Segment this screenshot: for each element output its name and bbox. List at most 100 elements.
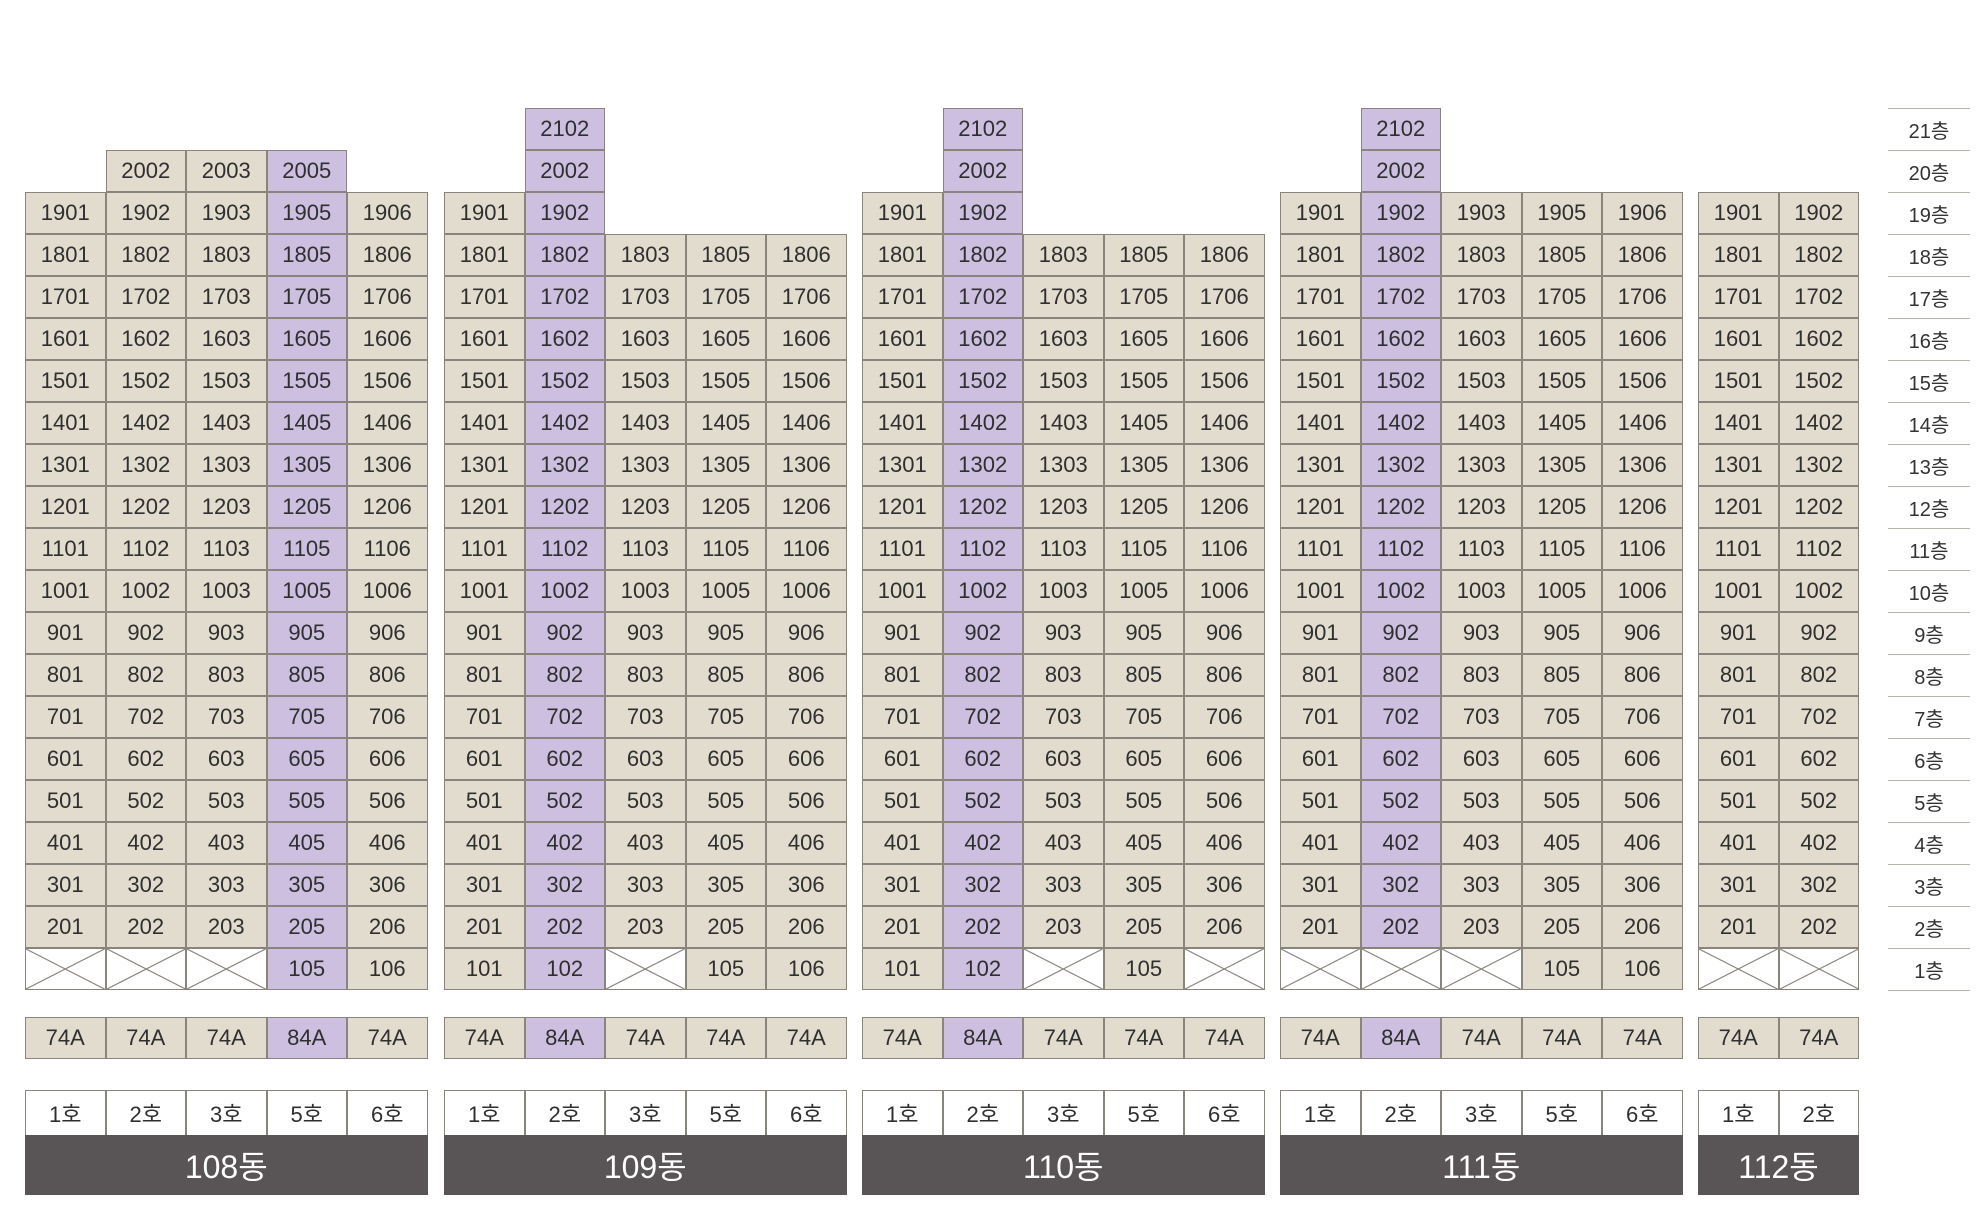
unit-cell[interactable]: 901 bbox=[25, 612, 106, 654]
unit-cell[interactable]: 1803 bbox=[1441, 234, 1522, 276]
unit-cell[interactable]: 906 bbox=[766, 612, 847, 654]
unit-cell[interactable]: 1506 bbox=[1184, 360, 1265, 402]
unit-cell[interactable]: 706 bbox=[347, 696, 428, 738]
unit-cell[interactable]: 405 bbox=[1521, 822, 1602, 864]
unit-cell[interactable]: 1003 bbox=[1441, 570, 1522, 612]
unit-cell[interactable]: 1606 bbox=[766, 318, 847, 360]
unit-cell[interactable]: 1803 bbox=[186, 234, 267, 276]
unit-cell[interactable]: 1006 bbox=[1602, 570, 1683, 612]
unit-cell[interactable]: 705 bbox=[1521, 696, 1602, 738]
unit-cell[interactable]: 603 bbox=[605, 738, 686, 780]
unit-cell[interactable]: 1902 bbox=[1360, 192, 1441, 234]
unit-cell[interactable]: 1905 bbox=[1521, 192, 1602, 234]
unit-cell[interactable]: 1002 bbox=[942, 570, 1023, 612]
unit-cell[interactable]: 406 bbox=[1184, 822, 1265, 864]
unit-cell[interactable]: 1701 bbox=[1698, 276, 1779, 318]
unit-cell[interactable]: 303 bbox=[1441, 864, 1522, 906]
unit-cell[interactable]: 703 bbox=[605, 696, 686, 738]
unit-cell[interactable]: 1203 bbox=[1441, 486, 1522, 528]
unit-cell[interactable]: 602 bbox=[105, 738, 186, 780]
unit-cell[interactable]: 1205 bbox=[266, 486, 347, 528]
unit-cell[interactable]: 906 bbox=[1184, 612, 1265, 654]
unit-cell[interactable]: 1401 bbox=[25, 402, 106, 444]
unit-cell[interactable]: 703 bbox=[1023, 696, 1104, 738]
unit-cell[interactable]: 1803 bbox=[605, 234, 686, 276]
unit-cell[interactable]: 1102 bbox=[105, 528, 186, 570]
unit-cell[interactable]: 1002 bbox=[1360, 570, 1441, 612]
unit-cell[interactable]: 1806 bbox=[1602, 234, 1683, 276]
unit-cell[interactable]: 1406 bbox=[1602, 402, 1683, 444]
unit-cell[interactable]: 301 bbox=[25, 864, 106, 906]
unit-cell[interactable]: 306 bbox=[1184, 864, 1265, 906]
unit-cell[interactable]: 801 bbox=[862, 654, 943, 696]
unit-cell[interactable]: 805 bbox=[266, 654, 347, 696]
unit-cell[interactable]: 1801 bbox=[1698, 234, 1779, 276]
unit-cell[interactable]: 105 bbox=[1103, 948, 1184, 990]
unit-cell[interactable]: 803 bbox=[1441, 654, 1522, 696]
unit-cell[interactable]: 1503 bbox=[186, 360, 267, 402]
unit-cell[interactable]: 1603 bbox=[1441, 318, 1522, 360]
unit-cell[interactable]: 901 bbox=[444, 612, 525, 654]
unit-cell[interactable]: 1806 bbox=[347, 234, 428, 276]
unit-cell[interactable]: 502 bbox=[524, 780, 605, 822]
unit-cell[interactable]: 805 bbox=[1521, 654, 1602, 696]
unit-cell[interactable]: 902 bbox=[524, 612, 605, 654]
unit-cell[interactable]: 1103 bbox=[1441, 528, 1522, 570]
unit-cell[interactable]: 503 bbox=[605, 780, 686, 822]
unit-cell[interactable]: 1601 bbox=[444, 318, 525, 360]
unit-cell[interactable]: 1905 bbox=[266, 192, 347, 234]
unit-cell[interactable]: 1403 bbox=[1441, 402, 1522, 444]
unit-cell[interactable]: 906 bbox=[1602, 612, 1683, 654]
unit-cell[interactable]: 705 bbox=[1103, 696, 1184, 738]
unit-cell[interactable]: 1202 bbox=[105, 486, 186, 528]
unit-cell[interactable]: 1206 bbox=[347, 486, 428, 528]
unit-cell[interactable]: 1306 bbox=[1184, 444, 1265, 486]
unit-cell[interactable]: 1402 bbox=[942, 402, 1023, 444]
unit-cell[interactable]: 1605 bbox=[266, 318, 347, 360]
unit-cell[interactable]: 1206 bbox=[766, 486, 847, 528]
unit-cell[interactable]: 201 bbox=[1280, 906, 1361, 948]
unit-cell[interactable]: 1006 bbox=[1184, 570, 1265, 612]
unit-cell[interactable]: 203 bbox=[186, 906, 267, 948]
unit-cell[interactable]: 205 bbox=[685, 906, 766, 948]
unit-cell[interactable]: 1303 bbox=[605, 444, 686, 486]
unit-cell[interactable]: 402 bbox=[1778, 822, 1859, 864]
unit-cell[interactable]: 1302 bbox=[1360, 444, 1441, 486]
unit-cell[interactable]: 1006 bbox=[766, 570, 847, 612]
unit-cell[interactable]: 1605 bbox=[1521, 318, 1602, 360]
unit-cell[interactable]: 1305 bbox=[266, 444, 347, 486]
unit-cell[interactable]: 1202 bbox=[524, 486, 605, 528]
unit-cell[interactable]: 203 bbox=[1441, 906, 1522, 948]
unit-cell[interactable]: 402 bbox=[524, 822, 605, 864]
unit-cell[interactable]: 401 bbox=[862, 822, 943, 864]
unit-cell[interactable]: 1805 bbox=[1521, 234, 1602, 276]
unit-cell[interactable]: 403 bbox=[186, 822, 267, 864]
unit-cell[interactable]: 205 bbox=[1521, 906, 1602, 948]
unit-cell[interactable]: 801 bbox=[1280, 654, 1361, 696]
unit-cell[interactable]: 803 bbox=[186, 654, 267, 696]
unit-cell[interactable]: 1503 bbox=[1441, 360, 1522, 402]
unit-cell[interactable]: 1003 bbox=[186, 570, 267, 612]
unit-cell[interactable]: 302 bbox=[1778, 864, 1859, 906]
unit-cell[interactable]: 1603 bbox=[186, 318, 267, 360]
unit-cell[interactable]: 305 bbox=[1103, 864, 1184, 906]
unit-cell[interactable]: 205 bbox=[266, 906, 347, 948]
unit-cell[interactable]: 806 bbox=[1602, 654, 1683, 696]
unit-cell[interactable]: 1205 bbox=[1521, 486, 1602, 528]
unit-cell[interactable]: 1303 bbox=[1023, 444, 1104, 486]
unit-cell[interactable]: 1706 bbox=[766, 276, 847, 318]
unit-cell[interactable]: 1103 bbox=[605, 528, 686, 570]
unit-cell[interactable]: 302 bbox=[105, 864, 186, 906]
unit-cell[interactable]: 405 bbox=[685, 822, 766, 864]
unit-cell[interactable]: 701 bbox=[862, 696, 943, 738]
unit-cell[interactable]: 1402 bbox=[524, 402, 605, 444]
unit-cell[interactable]: 1405 bbox=[266, 402, 347, 444]
unit-cell[interactable]: 1402 bbox=[1778, 402, 1859, 444]
unit-cell[interactable]: 406 bbox=[766, 822, 847, 864]
unit-cell[interactable]: 802 bbox=[942, 654, 1023, 696]
unit-cell[interactable]: 1001 bbox=[1698, 570, 1779, 612]
unit-cell[interactable]: 1705 bbox=[1521, 276, 1602, 318]
unit-cell[interactable]: 1501 bbox=[1280, 360, 1361, 402]
unit-cell[interactable]: 1201 bbox=[444, 486, 525, 528]
unit-cell[interactable]: 1702 bbox=[105, 276, 186, 318]
